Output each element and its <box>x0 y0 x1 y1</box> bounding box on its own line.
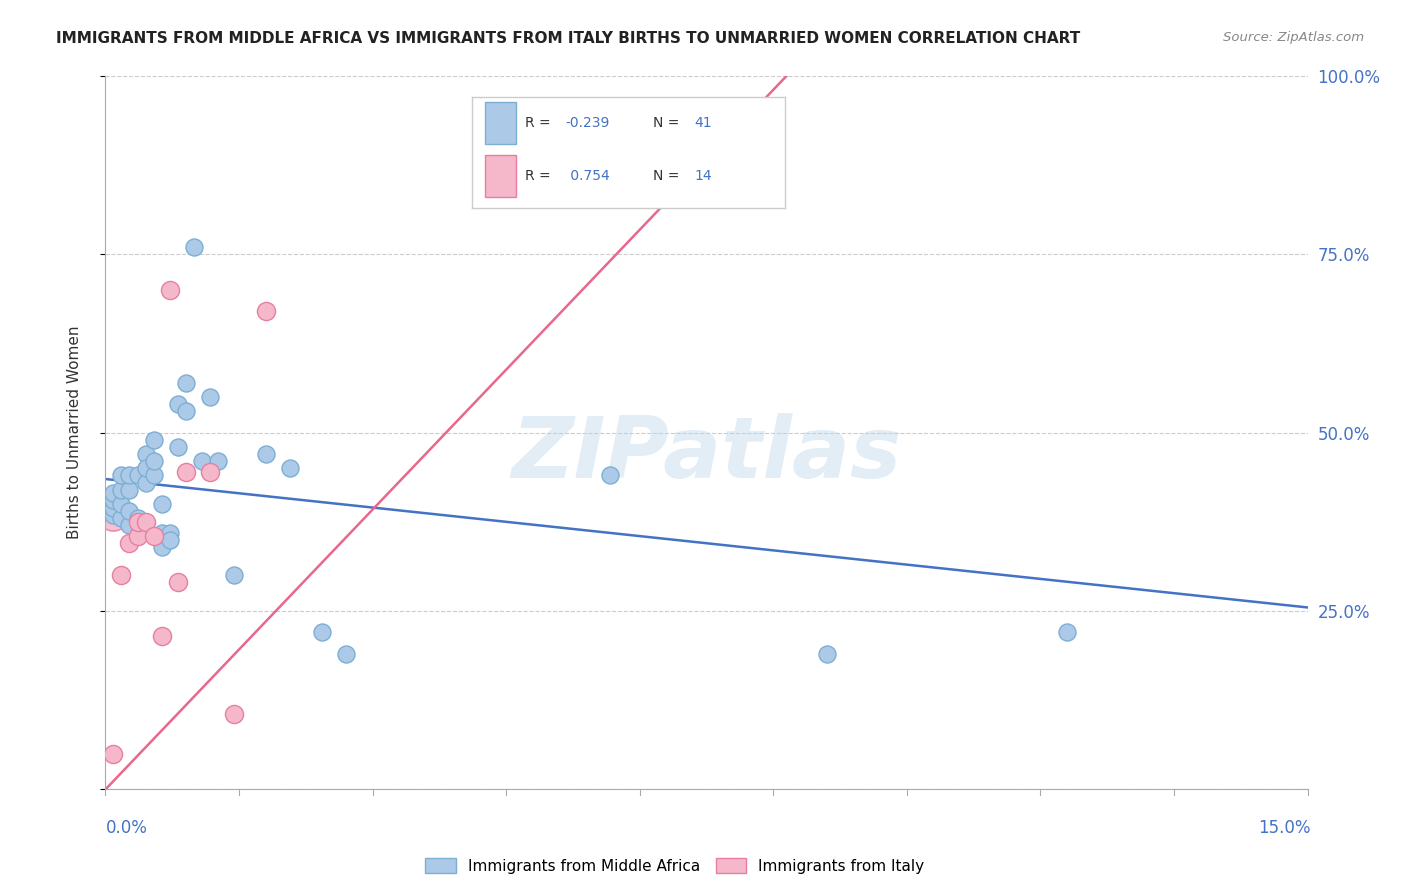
Point <box>150 525 173 540</box>
Point <box>127 511 149 525</box>
Point <box>103 500 125 515</box>
Point <box>254 304 277 318</box>
Point <box>118 518 141 533</box>
Point <box>110 497 132 511</box>
Point <box>110 568 132 582</box>
Point <box>159 283 181 297</box>
Point <box>135 515 157 529</box>
Text: ZIPatlas: ZIPatlas <box>512 412 901 496</box>
Point <box>1056 625 1078 640</box>
Point <box>118 536 141 550</box>
Point <box>103 486 125 500</box>
Point <box>118 504 141 518</box>
Point <box>150 497 173 511</box>
Y-axis label: Births to Unmarried Women: Births to Unmarried Women <box>67 326 82 540</box>
Point <box>142 529 165 543</box>
Point <box>118 468 141 483</box>
Legend: Immigrants from Middle Africa, Immigrants from Italy: Immigrants from Middle Africa, Immigrant… <box>419 852 931 880</box>
Point <box>110 468 132 483</box>
Point <box>311 625 333 640</box>
Point <box>166 397 188 411</box>
Point <box>166 440 188 454</box>
Point <box>207 454 229 468</box>
Point <box>142 433 165 447</box>
Point <box>278 461 301 475</box>
Text: IMMIGRANTS FROM MIDDLE AFRICA VS IMMIGRANTS FROM ITALY BIRTHS TO UNMARRIED WOMEN: IMMIGRANTS FROM MIDDLE AFRICA VS IMMIGRA… <box>56 31 1080 46</box>
Point <box>103 493 125 508</box>
Point <box>183 240 205 254</box>
Point <box>174 465 197 479</box>
Point <box>142 468 165 483</box>
Point <box>335 647 357 661</box>
Point <box>198 390 221 404</box>
Point <box>174 404 197 418</box>
Point <box>222 568 245 582</box>
Point <box>190 454 212 468</box>
Point <box>127 468 149 483</box>
Point <box>110 511 132 525</box>
Point <box>166 575 188 590</box>
Text: Source: ZipAtlas.com: Source: ZipAtlas.com <box>1223 31 1364 45</box>
Point <box>815 647 838 661</box>
Point <box>103 747 125 761</box>
Point <box>254 447 277 461</box>
Text: 0.0%: 0.0% <box>105 819 148 837</box>
Point <box>118 483 141 497</box>
Point <box>135 447 157 461</box>
Point <box>127 529 149 543</box>
Point <box>159 533 181 547</box>
Point <box>174 376 197 390</box>
Point <box>198 465 221 479</box>
Point <box>142 454 165 468</box>
Point <box>135 475 157 490</box>
Point <box>222 707 245 722</box>
Point <box>159 525 181 540</box>
Point <box>127 515 149 529</box>
Point <box>150 540 173 554</box>
Point <box>103 508 125 522</box>
Point <box>150 629 173 643</box>
Point <box>110 483 132 497</box>
Point <box>599 468 621 483</box>
Point <box>135 461 157 475</box>
Point <box>103 508 125 522</box>
Text: 15.0%: 15.0% <box>1258 819 1310 837</box>
